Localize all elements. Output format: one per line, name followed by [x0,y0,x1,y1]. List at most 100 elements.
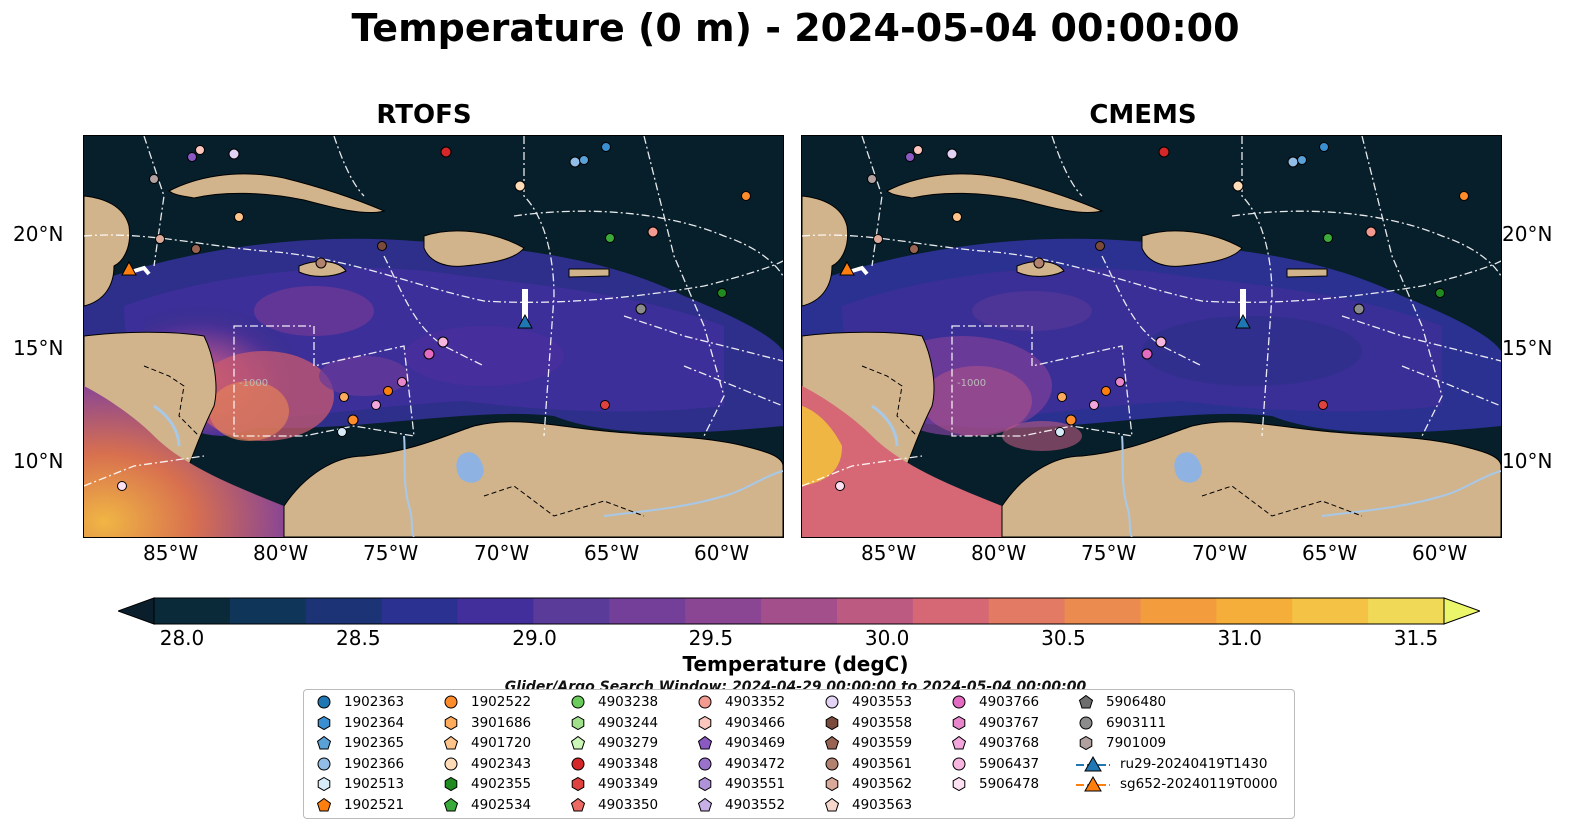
legend-item: 4903466 [695,715,785,731]
pentagon-icon [316,797,332,811]
pentagon-icon [316,735,332,750]
legend-item: 4903349 [568,776,658,792]
figure-title: Temperature (0 m) - 2024-05-04 00:00:00 [351,6,1240,50]
circle-icon [698,695,712,709]
legend-label: ru29-20240419T1430 [1120,755,1268,772]
legend-label: 4903562 [852,776,913,792]
legend-item: 4903352 [695,694,785,710]
colorbar-segment [533,598,610,624]
legend-label: 6903111 [1106,714,1167,731]
lon-tick-label: 75°W [363,541,419,565]
lon-tick-label: 70°W [474,541,530,565]
glider-sg652-marker [121,260,137,276]
legend-item: 3901686 [441,715,531,731]
lat-tick-label: 10°N [1502,449,1553,473]
colorbar-segment [305,598,383,624]
circle-icon [825,695,839,709]
legend-item: 4903558 [822,715,912,731]
triangle-line-icon [1076,755,1110,771]
legend-label: 4903348 [598,755,659,772]
circle-icon [698,757,712,770]
legend-label: 4903553 [852,694,913,710]
colorbar-tick-label: 28.5 [336,626,381,650]
legend-label: 4903552 [725,796,786,813]
glider-ru29-marker [517,313,533,329]
colorbar-segment [1368,598,1445,624]
hexagon-icon [825,776,839,792]
colorbar-label: Temperature (degC) [682,652,909,676]
legend-item: 4903563 [822,797,912,813]
hexagon-icon [825,715,839,730]
legend-label: 4901720 [471,735,532,751]
argo-float-markers [117,142,751,491]
argo-float-markers [835,142,1469,491]
hexagon-icon [571,776,585,792]
circle-icon [317,695,331,709]
colorbar-segment [836,598,914,624]
colorbar-segment [1140,598,1217,624]
colorbar-segment [685,598,762,624]
legend-item: 1902366 [314,756,404,772]
legend-item: 4902355 [441,776,531,792]
legend-label: 1902366 [344,755,405,772]
legend-item: 5906437 [949,756,1039,772]
glider-sg652-marker [839,260,855,276]
legend-item: sg652-20240119T0000 [1076,776,1278,792]
legend-item: 6903111 [1076,715,1166,731]
colorbar-tick-label: 28.0 [159,626,205,650]
legend-item: 4903552 [695,797,785,813]
panel-title-rtofs: RTOFS [376,100,472,130]
legend-item: 5906478 [949,776,1039,792]
legend-label: 4903238 [598,694,659,710]
map-panel-cmems: -1000 [801,135,1502,538]
legend-item: 5906480 [1076,694,1166,710]
legend-label: 4903563 [852,796,913,813]
legend-label: 4903561 [852,755,913,772]
legend-item: 4903348 [568,756,658,772]
colorbar-tick-label: 31.5 [1393,626,1439,650]
lon-tick-label: 80°W [253,541,309,565]
pentagon-icon [951,735,967,750]
colorbar-extend-high [1443,597,1480,625]
legend-label: 4903349 [598,776,659,792]
legend-item: 4901720 [441,735,531,751]
circle-icon [571,757,585,770]
lon-tick-label: 60°W [1412,541,1468,565]
legend-label: 4903766 [979,694,1040,710]
legend-label: 4903469 [725,735,786,751]
lon-tick-label: 65°W [584,541,640,565]
legend-item: 1902364 [314,715,404,731]
legend-item: 7901009 [1076,735,1166,751]
colorbar-segment [912,598,990,624]
legend-label: 1902365 [344,735,405,751]
legend-item: 4903766 [949,694,1039,710]
legend-label: 4903352 [725,694,786,710]
colorbar-tick-label: 31.0 [1217,626,1262,650]
legend-label: 4902355 [471,776,532,792]
lon-tick-label: 85°W [143,541,199,565]
legend-label: 4903244 [598,714,659,731]
hexagon-icon [698,715,712,730]
hexagon-icon [1079,735,1093,751]
legend-label: 5906478 [979,776,1040,792]
legend-item: 4902343 [441,756,531,772]
legend-label: 5906480 [1106,694,1167,710]
colorbar-segment [1216,598,1293,624]
colorbar-segment [1064,598,1142,624]
legend-item: 4903551 [695,776,785,792]
lat-tick-label: 15°N [13,336,64,360]
contour-label: -1000 [239,378,268,389]
colorbar-extend-low [118,597,155,625]
circle-icon [825,757,839,770]
pentagon-icon [570,797,586,811]
circle-icon [952,695,966,709]
legend-label: 4903551 [725,776,786,792]
colorbar-segment [457,598,535,624]
hexagon-icon [952,776,966,792]
pentagon-icon [1078,694,1094,709]
lon-tick-label: 70°W [1192,541,1248,565]
legend-item: 1902522 [441,694,531,710]
legend-label: 7901009 [1106,735,1167,751]
colorbar-segment [229,598,307,624]
legend-label: 4903558 [852,714,913,731]
